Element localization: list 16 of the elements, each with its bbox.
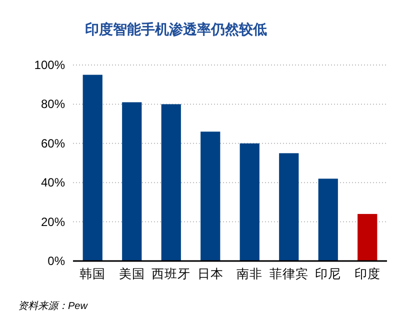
annotation: 资料来源：Pew	[18, 301, 88, 312]
xtick: 韩国	[80, 267, 106, 281]
xtick: 南非	[236, 267, 263, 281]
title: 印度智能手机渗透率仍然较低	[85, 21, 267, 37]
ytick: 0%	[48, 254, 65, 268]
ytick: 20%	[40, 214, 65, 229]
xtick: 印度	[354, 267, 380, 281]
xtick: 日本	[197, 267, 224, 281]
xtick: 印尼	[315, 267, 342, 281]
ytick: 100%	[34, 58, 65, 72]
ytick: 60%	[40, 136, 65, 150]
xtick: 西班牙	[152, 267, 191, 281]
xtick: 美国	[118, 267, 145, 281]
xtick: 菲律宾	[269, 267, 308, 281]
ytick: 80%	[40, 97, 65, 112]
ytick: 40%	[40, 176, 65, 190]
